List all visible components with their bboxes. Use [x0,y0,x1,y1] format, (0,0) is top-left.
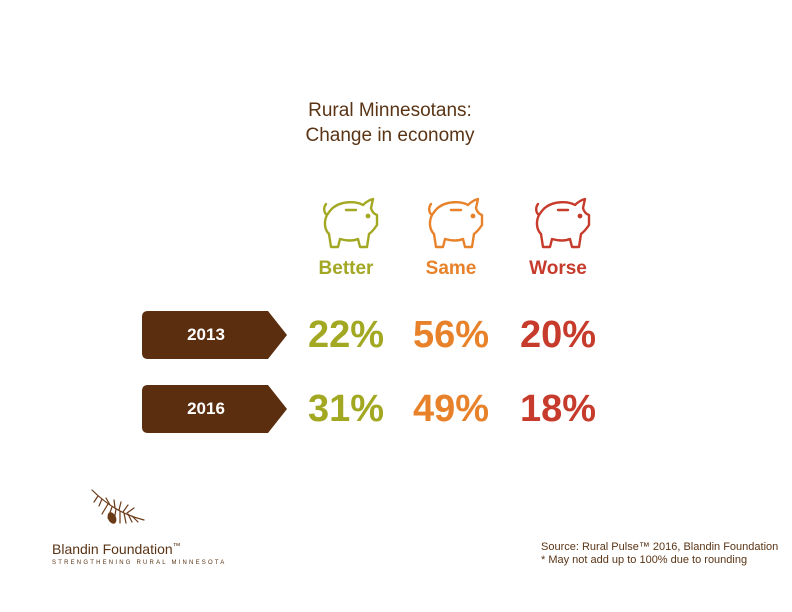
year-tag-2016: 2016 [142,385,288,433]
better-piggy-bank-icon [323,197,379,249]
source-line: Source: Rural Pulse™ 2016, Blandin Found… [541,541,779,553]
year-label: 2016 [187,399,225,418]
value-2013-same: 56% [412,314,490,356]
category-label-same: Same [425,258,477,279]
org-tagline: STRENGTHENING RURAL MINNESOTA [52,560,227,566]
same-piggy-bank-icon [428,197,484,249]
value-2013-worse: 20% [519,314,597,356]
org-name: Blandin Foundation™ [52,541,181,557]
year-tag-shape [142,311,287,359]
category-label-worse: Worse [529,258,587,279]
rounding-note: * May not add up to 100% due to rounding [541,554,748,566]
source-note: Source: Rural Pulse™ 2016, Blandin Found… [541,541,778,567]
value-2013-better: 22% [307,314,385,356]
org-name-text: Blandin Foundation [52,541,173,557]
year-label: 2013 [187,325,225,344]
year-tag-shape [142,385,287,433]
trademark: ™ [172,541,181,551]
category-label-better: Better [318,258,374,279]
year-tag-2013: 2013 [142,311,288,359]
chart-title: Rural Minnesotans: Change in economy [250,98,530,148]
value-2016-same: 49% [412,388,490,430]
chart-title-line-1: Rural Minnesotans: [308,100,472,121]
value-2016-worse: 18% [519,388,597,430]
value-2016-better: 31% [307,388,385,430]
worse-piggy-bank-icon [535,197,591,249]
pine-branch-logo-icon [91,489,145,524]
chart-title-line-2: Change in economy [305,125,475,146]
